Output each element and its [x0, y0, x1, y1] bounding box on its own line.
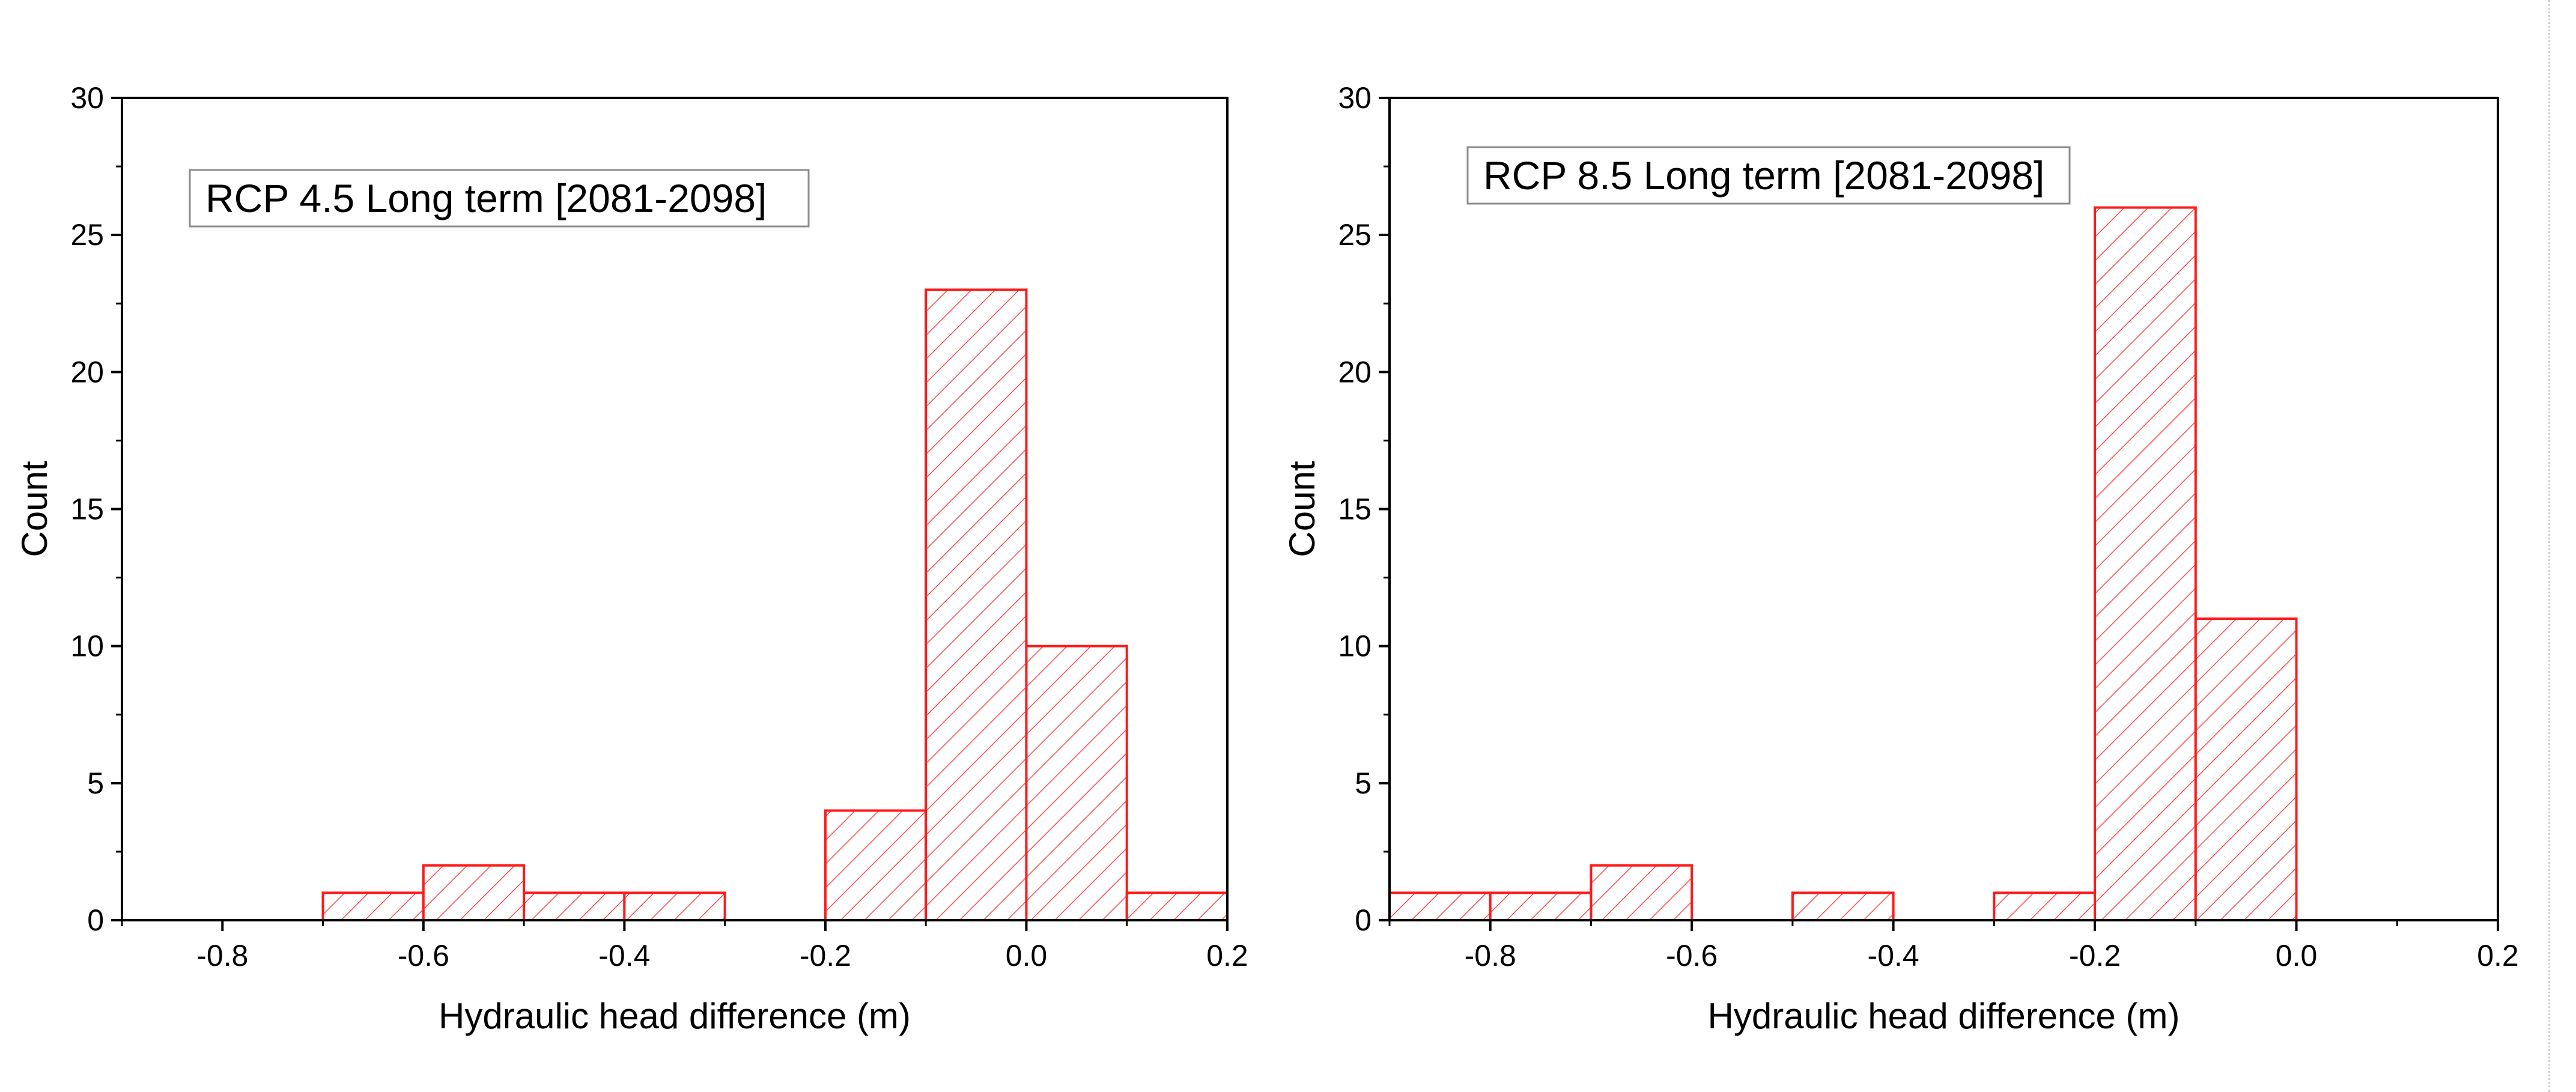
x-tick-label: -0.6	[398, 939, 449, 972]
y-tick-label: 10	[70, 629, 104, 663]
x-axis-ticks: -0.8 -0.6 -0.4 -0.2 0.0 0.2	[121, 920, 1248, 972]
histogram-bar	[523, 891, 626, 922]
y-tick-label: 0	[1355, 903, 1372, 937]
y-axis-title: Count	[14, 461, 55, 557]
y-tick-label: 5	[1355, 766, 1372, 800]
histogram-bar	[2194, 617, 2298, 921]
histogram-bar	[2094, 206, 2197, 921]
y-tick-label: 15	[1338, 493, 1372, 526]
histogram-bar	[321, 891, 425, 922]
histogram-bar	[1025, 645, 1128, 921]
y-axis-ticks: 0 5 10 15 20 25 30	[1338, 81, 1390, 937]
histogram-panel-rcp45: 0 5 10 15 20 25 30 -0.8 -0.6 -0.4 -0.2 0.0 0.2 Hydr…	[14, 81, 1248, 1036]
legend-border	[189, 169, 810, 228]
legend-label: RCP 4.5 Long term [2081-2098]	[205, 176, 767, 220]
histogram-bar	[824, 809, 928, 922]
y-tick-label: 0	[87, 903, 104, 937]
y-tick-label: 20	[70, 355, 104, 389]
y-tick-label: 10	[1338, 629, 1372, 663]
x-tick-label: -0.4	[1868, 939, 1919, 972]
x-tick-label: 0.0	[2276, 939, 2318, 972]
x-tick-label: 0.2	[2477, 939, 2519, 972]
histogram-bar	[925, 288, 1028, 921]
histogram-bar	[1590, 864, 1694, 921]
legend-label: RCP 8.5 Long term [2081-2098]	[1483, 153, 2044, 198]
x-tick-label: -0.2	[2069, 939, 2121, 972]
legend-box: RCP 8.5 Long term [2081-2098]	[1466, 146, 2071, 205]
x-tick-label: -0.6	[1666, 939, 1718, 972]
histogram-bar	[1125, 891, 1229, 922]
legend-border	[1466, 146, 2071, 205]
y-tick-label: 25	[70, 218, 104, 252]
histogram-bar	[1388, 891, 1492, 922]
bar-group	[321, 288, 1229, 922]
histogram-bar	[623, 891, 726, 922]
x-axis-ticks: -0.8 -0.6 -0.4 -0.2 0.0 0.2	[1388, 920, 2519, 972]
legend-box: RCP 4.5 Long term [2081-2098]	[189, 169, 810, 228]
y-tick-label: 5	[87, 766, 104, 800]
plot-frame	[1388, 97, 2499, 921]
y-tick-label: 30	[70, 81, 104, 115]
y-tick-label: 30	[1338, 81, 1372, 115]
x-tick-label: 0.2	[1206, 939, 1248, 972]
x-tick-label: -0.2	[800, 939, 851, 972]
x-axis-title: Hydraulic head difference (m)	[439, 996, 911, 1036]
y-tick-label: 20	[1338, 355, 1372, 389]
histogram-bar	[1791, 891, 1895, 922]
bar-group	[1388, 206, 2298, 922]
histogram-bar	[1993, 891, 2097, 922]
y-axis-ticks: 0 5 10 15 20 25 30	[70, 81, 122, 937]
x-tick-label: 0.0	[1006, 939, 1048, 972]
y-axis-title: Count	[1282, 461, 1322, 557]
x-tick-label: -0.4	[598, 939, 650, 972]
histogram-bar	[422, 864, 526, 921]
y-tick-label: 15	[70, 493, 104, 526]
x-tick-label: -0.8	[196, 939, 248, 972]
x-axis-title: Hydraulic head difference (m)	[1708, 996, 2180, 1036]
histogram-panel-rcp85: 0 5 10 15 20 25 30 -0.8 -0.6 -0.4 -0.2 0.0 0.2 Hydr…	[1282, 81, 2519, 1036]
y-tick-label: 25	[1338, 218, 1372, 252]
histogram-bar	[1489, 891, 1593, 922]
page-edge-divider	[2548, 0, 2550, 1092]
x-tick-label: -0.8	[1465, 939, 1516, 972]
